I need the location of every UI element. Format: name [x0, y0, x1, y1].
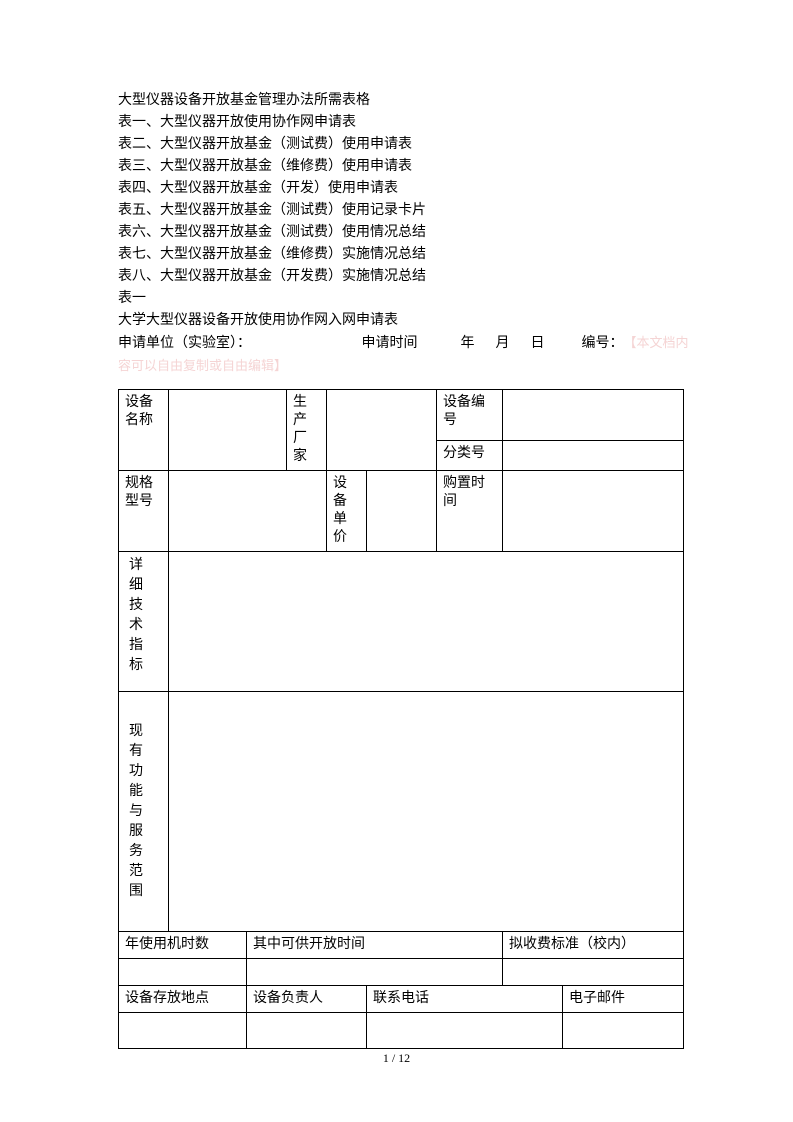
- heading-line: 表六、大型仪器开放基金（测试费）使用情况总结: [118, 222, 703, 244]
- cell-storage-loc-value: [119, 1013, 247, 1049]
- cell-manufacturer-value: [327, 390, 437, 471]
- table-row: 设备名称 生产厂家 设备编号: [119, 390, 684, 441]
- table-row: 年使用机时数 其中可供开放时间 拟收费标准（校内）: [119, 932, 684, 959]
- page-content: 大型仪器设备开放基金管理办法所需表格 表一、大型仪器开放使用协作网申请表 表二、…: [0, 0, 793, 1049]
- page-number: 1 / 12: [0, 1051, 793, 1066]
- cell-device-owner-value: [247, 1013, 367, 1049]
- cell-function-scope-value: [169, 692, 684, 932]
- cell-spec-model-value: [169, 471, 327, 552]
- table-row: 详细技术指标: [119, 552, 684, 692]
- cell-class-no-label: 分类号: [437, 440, 503, 470]
- cell-class-no-value: [503, 440, 684, 470]
- watermark-line: 容可以自由复制或自由编辑】: [118, 355, 703, 377]
- cell-phone-label: 联系电话: [367, 986, 563, 1013]
- cell-fee-std-label: 拟收费标准（校内）: [503, 932, 684, 959]
- serial-label: 编号：: [582, 333, 624, 355]
- day-label: 日: [531, 333, 545, 355]
- year-label: 年: [461, 333, 475, 355]
- table-row: 规格型号 设备单价 购置时间: [119, 471, 684, 552]
- cell-manufacturer-label: 生产厂家: [287, 390, 327, 471]
- heading-line: 大学大型仪器设备开放使用协作网入网申请表: [118, 310, 703, 332]
- cell-device-name-value: [169, 390, 287, 471]
- cell-unit-price-label: 设备单价: [327, 471, 367, 552]
- meta-row: 申请单位（实验室）： 申请时间 年 月 日 编号：【本文档内: [118, 332, 703, 355]
- cell-device-name-label: 设备名称: [119, 390, 169, 471]
- heading-line: 表七、大型仪器开放基金（维修费）实施情况总结: [118, 244, 703, 266]
- cell-open-time-label: 其中可供开放时间: [247, 932, 503, 959]
- month-label: 月: [496, 333, 510, 355]
- cell-annual-hours-value: [119, 959, 247, 986]
- table-row: 设备存放地点 设备负责人 联系电话 电子邮件: [119, 986, 684, 1013]
- heading-line: 表四、大型仪器开放基金（开发）使用申请表: [118, 178, 703, 200]
- heading-line: 表一、大型仪器开放使用协作网申请表: [118, 112, 703, 134]
- applicant-unit-label: 申请单位（实验室）：: [118, 333, 358, 355]
- cell-storage-loc-label: 设备存放地点: [119, 986, 247, 1013]
- cell-device-no-value: [503, 390, 684, 441]
- heading-line: 表二、大型仪器开放基金（测试费）使用申请表: [118, 134, 703, 156]
- cell-detail-tech-value: [169, 552, 684, 692]
- cell-purchase-time-label: 购置时间: [437, 471, 503, 552]
- cell-open-time-value: [247, 959, 503, 986]
- cell-detail-tech-label: 详细技术指标: [119, 552, 169, 692]
- cell-function-scope-label: 现有功能与服务范围: [119, 692, 169, 932]
- cell-fee-std-value: [503, 959, 684, 986]
- cell-spec-model-label: 规格型号: [119, 471, 169, 552]
- heading-line: 表一: [118, 288, 703, 310]
- vertical-label-function-scope: 现有功能与服务范围: [125, 722, 147, 902]
- cell-device-no-label: 设备编号: [437, 390, 503, 441]
- cell-purchase-time-value: [503, 471, 684, 552]
- heading-line: 表五、大型仪器开放基金（测试费）使用记录卡片: [118, 200, 703, 222]
- application-table: 设备名称 生产厂家 设备编号 分类号 规格型号 设备单价 购置时间 详细技术指标: [118, 389, 684, 1049]
- table-row: [119, 1013, 684, 1049]
- table-row: [119, 959, 684, 986]
- table-row: 现有功能与服务范围: [119, 692, 684, 932]
- heading-line: 大型仪器设备开放基金管理办法所需表格: [118, 90, 703, 112]
- heading-line: 表八、大型仪器开放基金（开发费）实施情况总结: [118, 266, 703, 288]
- cell-phone-value: [367, 1013, 563, 1049]
- cell-email-label: 电子邮件: [563, 986, 684, 1013]
- apply-time-label: 申请时间: [362, 333, 418, 355]
- cell-email-value: [563, 1013, 684, 1049]
- heading-line: 表三、大型仪器开放基金（维修费）使用申请表: [118, 156, 703, 178]
- watermark-text: 【本文档内: [624, 332, 689, 354]
- cell-annual-hours-label: 年使用机时数: [119, 932, 247, 959]
- vertical-label-detail-tech: 详细技术指标: [125, 556, 147, 676]
- cell-device-owner-label: 设备负责人: [247, 986, 367, 1013]
- cell-unit-price-value: [367, 471, 437, 552]
- heading-block: 大型仪器设备开放基金管理办法所需表格 表一、大型仪器开放使用协作网申请表 表二、…: [118, 90, 703, 332]
